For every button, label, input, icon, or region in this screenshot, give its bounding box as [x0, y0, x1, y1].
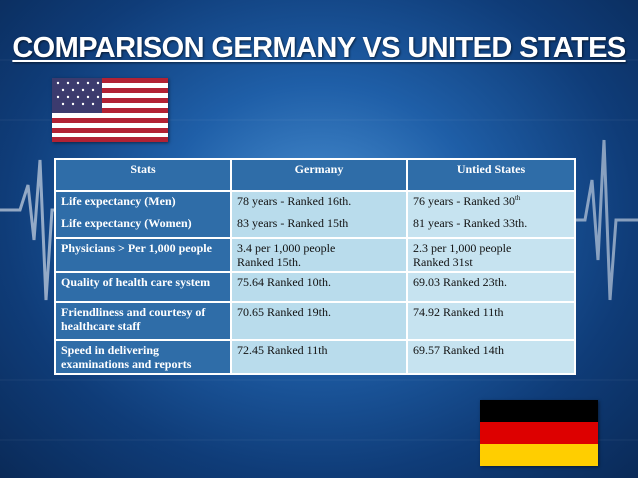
germany-speed: 72.45 Ranked 11th — [230, 339, 408, 375]
germany-life-men: 78 years - Ranked 16th. — [237, 194, 352, 208]
header-stats: Stats — [54, 158, 232, 192]
row-label-physicians: Physicians > Per 1,000 people — [54, 237, 232, 273]
header-germany: Germany — [230, 158, 408, 192]
slide-title: COMPARISON GERMANY VS UNITED STATES — [12, 32, 626, 64]
germany-friendliness: 70.65 Ranked 19th. — [230, 301, 408, 341]
us-physicians-value: 2.3 per 1,000 people — [413, 241, 512, 255]
us-physicians-rank: Ranked 31st — [413, 255, 473, 269]
germany-flag-stripe-red — [480, 421, 598, 444]
germany-physicians-value: 3.4 per 1,000 people — [237, 241, 336, 255]
us-flag-icon — [52, 78, 168, 142]
germany-flag-stripe-black — [480, 400, 598, 422]
us-life-women: 81 years - Ranked 33th. — [413, 216, 528, 230]
germany-physicians-rank: Ranked 15th. — [237, 255, 301, 269]
germany-physicians: 3.4 per 1,000 people Ranked 15th. — [230, 237, 408, 273]
us-physicians: 2.3 per 1,000 people Ranked 31st — [406, 237, 576, 273]
us-quality: 69.03 Ranked 23th. — [406, 271, 576, 303]
table-row: Physicians > Per 1,000 people 3.4 per 1,… — [54, 237, 576, 273]
header-us: Untied States — [406, 158, 576, 192]
table-row: Life expectancy (Men) Life expectancy (W… — [54, 190, 576, 239]
germany-flag-icon — [480, 400, 598, 466]
us-life-men-wrap: 76 years - Ranked 30th — [413, 194, 569, 208]
us-life-men: 76 years - Ranked 30 — [413, 194, 515, 208]
germany-quality: 75.64 Ranked 10th. — [230, 271, 408, 303]
us-speed: 69.57 Ranked 14th — [406, 339, 576, 375]
table-row: Quality of health care system 75.64 Rank… — [54, 271, 576, 303]
us-friendliness: 74.92 Ranked 11th — [406, 301, 576, 341]
row-label-quality: Quality of health care system — [54, 271, 232, 303]
row-label-speed: Speed in delivering examinations and rep… — [54, 339, 232, 375]
us-life-expectancy: 76 years - Ranked 30th 81 years - Ranked… — [406, 190, 576, 239]
us-life-men-sup: th — [514, 194, 521, 202]
germany-flag-stripe-gold — [480, 443, 598, 466]
row-label-friendliness: Friendliness and courtesy of healthcare … — [54, 301, 232, 341]
table-row: Friendliness and courtesy of healthcare … — [54, 301, 576, 341]
label-life-men: Life expectancy (Men) — [61, 194, 176, 208]
germany-life-women: 83 years - Ranked 15th — [237, 216, 349, 230]
table-header-row: Stats Germany Untied States — [54, 158, 576, 192]
label-life-women: Life expectancy (Women) — [61, 216, 192, 230]
row-label-life-expectancy: Life expectancy (Men) Life expectancy (W… — [54, 190, 232, 239]
table-row: Speed in delivering examinations and rep… — [54, 339, 576, 375]
comparison-table: Stats Germany Untied States Life expecta… — [54, 158, 576, 375]
germany-life-expectancy: 78 years - Ranked 16th. 83 years - Ranke… — [230, 190, 408, 239]
